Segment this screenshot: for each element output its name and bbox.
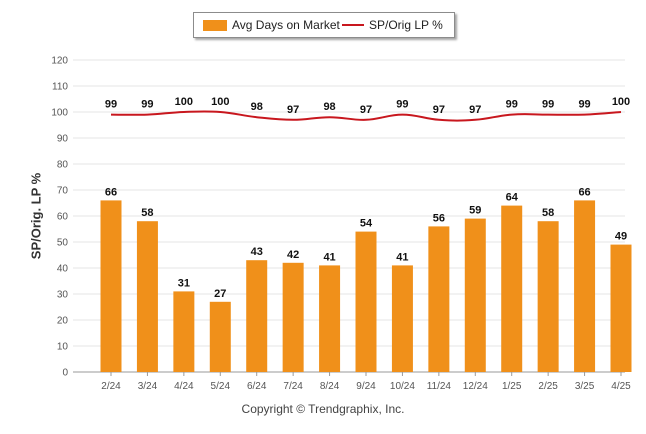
- y-tick-label: 30: [57, 290, 69, 301]
- bar: [100, 200, 122, 372]
- y-tick-label: 10: [57, 342, 69, 353]
- line-value-label: 97: [469, 104, 481, 116]
- legend-line-swatch: [342, 24, 364, 26]
- y-tick-label: 80: [57, 160, 69, 171]
- x-tick-label: 11/24: [427, 381, 452, 392]
- x-tick-label: 1/25: [502, 381, 522, 392]
- line-value-label: 97: [287, 104, 299, 116]
- y-tick-label: 50: [57, 238, 69, 249]
- y-tick-label: 90: [57, 134, 69, 145]
- line-value-label: 99: [141, 99, 153, 111]
- bar-value-label: 58: [542, 207, 554, 219]
- line-value-label: 99: [506, 99, 518, 111]
- bar: [355, 231, 377, 372]
- y-tick-label: 120: [51, 56, 68, 67]
- bar-value-label: 41: [396, 251, 408, 263]
- bar: [209, 301, 231, 372]
- x-tick-label: 5/24: [211, 381, 231, 392]
- bar: [610, 244, 632, 372]
- bar: [246, 260, 268, 372]
- bar: [574, 200, 596, 372]
- legend-line-label: SP/Orig LP %: [369, 18, 443, 32]
- bar: [319, 265, 341, 372]
- legend-bar-label: Avg Days on Market: [232, 18, 340, 32]
- line-value-label: 98: [323, 101, 335, 113]
- legend-item-bar: Avg Days on Market: [203, 18, 340, 32]
- line-value-label: 99: [542, 99, 554, 111]
- bar-value-label: 27: [214, 288, 226, 300]
- line-series-path: [110, 110, 622, 122]
- y-axis-label: SP/Orig. LP %: [28, 172, 44, 260]
- bar: [501, 205, 523, 372]
- copyright-text: Copyright © Trendgraphix, Inc.: [241, 402, 405, 416]
- legend: Avg Days on Market SP/Orig LP %: [193, 12, 455, 38]
- y-tick-label: 0: [62, 368, 68, 379]
- bar: [464, 218, 486, 372]
- x-tick-label: 7/24: [283, 381, 303, 392]
- x-tick-label: 12/24: [463, 381, 488, 392]
- bar-value-label: 64: [506, 192, 519, 204]
- line-value-label: 99: [396, 99, 408, 111]
- bar: [428, 226, 450, 372]
- bar-value-label: 66: [578, 186, 590, 198]
- y-tick-label: 20: [57, 316, 69, 327]
- x-tick-label: 2/25: [538, 381, 558, 392]
- legend-bar-swatch: [203, 19, 227, 31]
- bar: [537, 221, 559, 372]
- bar: [173, 291, 195, 372]
- bar: [282, 262, 304, 372]
- y-tick-label: 110: [52, 82, 68, 93]
- x-tick-label: 8/24: [320, 381, 340, 392]
- line-value-label: 98: [251, 101, 263, 113]
- line-value-label: 99: [105, 99, 117, 111]
- y-tick-label: 100: [51, 108, 68, 119]
- line-value-label: 97: [433, 104, 445, 116]
- x-tick-label: 3/24: [138, 381, 158, 392]
- bar-value-label: 58: [141, 207, 153, 219]
- line-value-label: 100: [612, 96, 630, 108]
- bar-value-label: 42: [287, 249, 299, 261]
- legend-item-line: SP/Orig LP %: [342, 18, 443, 32]
- y-tick-label: 70: [57, 186, 69, 197]
- bar-value-label: 54: [360, 218, 373, 230]
- x-tick-label: 4/25: [611, 381, 631, 392]
- x-tick-label: 9/24: [356, 381, 376, 392]
- line-value-label: 99: [578, 99, 590, 111]
- bar-value-label: 56: [433, 212, 445, 224]
- bar-value-label: 43: [251, 246, 263, 258]
- bar-value-label: 66: [105, 186, 117, 198]
- bar: [391, 265, 413, 372]
- line-value-label: 97: [360, 104, 372, 116]
- bar-value-label: 59: [469, 205, 481, 217]
- bar: [136, 221, 158, 372]
- line-value-label: 100: [175, 96, 193, 108]
- bar-value-label: 41: [323, 251, 335, 263]
- bar-value-label: 31: [178, 277, 190, 289]
- y-tick-label: 40: [57, 264, 69, 275]
- x-tick-label: 2/24: [101, 381, 121, 392]
- y-tick-label: 60: [57, 212, 69, 223]
- bar-value-label: 49: [615, 231, 627, 243]
- line-value-label: 100: [211, 96, 229, 108]
- x-tick-label: 10/24: [390, 381, 415, 392]
- x-tick-label: 6/24: [247, 381, 267, 392]
- x-tick-label: 4/24: [174, 381, 194, 392]
- x-tick-label: 3/25: [575, 381, 595, 392]
